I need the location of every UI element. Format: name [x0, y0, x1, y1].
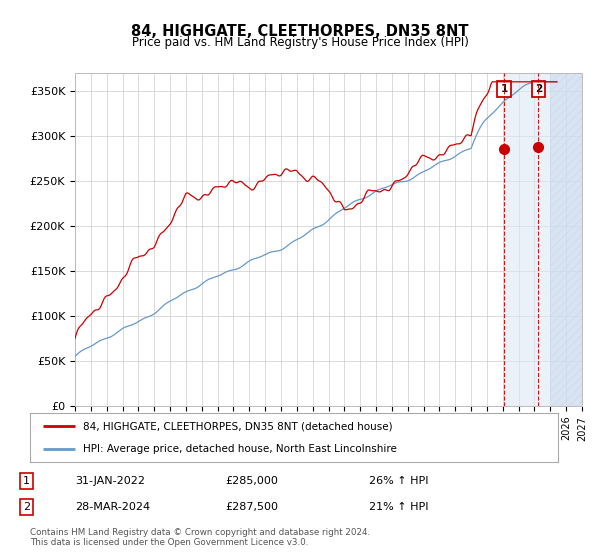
Text: 1: 1 [500, 84, 508, 94]
Text: Contains HM Land Registry data © Crown copyright and database right 2024.
This d: Contains HM Land Registry data © Crown c… [30, 528, 370, 547]
Bar [504, 73, 582, 406]
Text: £285,000: £285,000 [225, 476, 278, 486]
Text: 84, HIGHGATE, CLEETHORPES, DN35 8NT (detached house): 84, HIGHGATE, CLEETHORPES, DN35 8NT (det… [83, 421, 392, 431]
Text: 2: 2 [535, 84, 542, 94]
Text: 84, HIGHGATE, CLEETHORPES, DN35 8NT: 84, HIGHGATE, CLEETHORPES, DN35 8NT [131, 24, 469, 39]
Bar [550, 73, 582, 406]
Text: 1: 1 [23, 476, 30, 486]
Text: HPI: Average price, detached house, North East Lincolnshire: HPI: Average price, detached house, Nort… [83, 444, 397, 454]
Text: £287,500: £287,500 [225, 502, 278, 512]
Text: 21% ↑ HPI: 21% ↑ HPI [369, 502, 428, 512]
Text: 28-MAR-2024: 28-MAR-2024 [76, 502, 151, 512]
Text: Price paid vs. HM Land Registry's House Price Index (HPI): Price paid vs. HM Land Registry's House … [131, 36, 469, 49]
Text: 26% ↑ HPI: 26% ↑ HPI [369, 476, 428, 486]
Text: 2: 2 [23, 502, 30, 512]
Text: 31-JAN-2022: 31-JAN-2022 [76, 476, 145, 486]
